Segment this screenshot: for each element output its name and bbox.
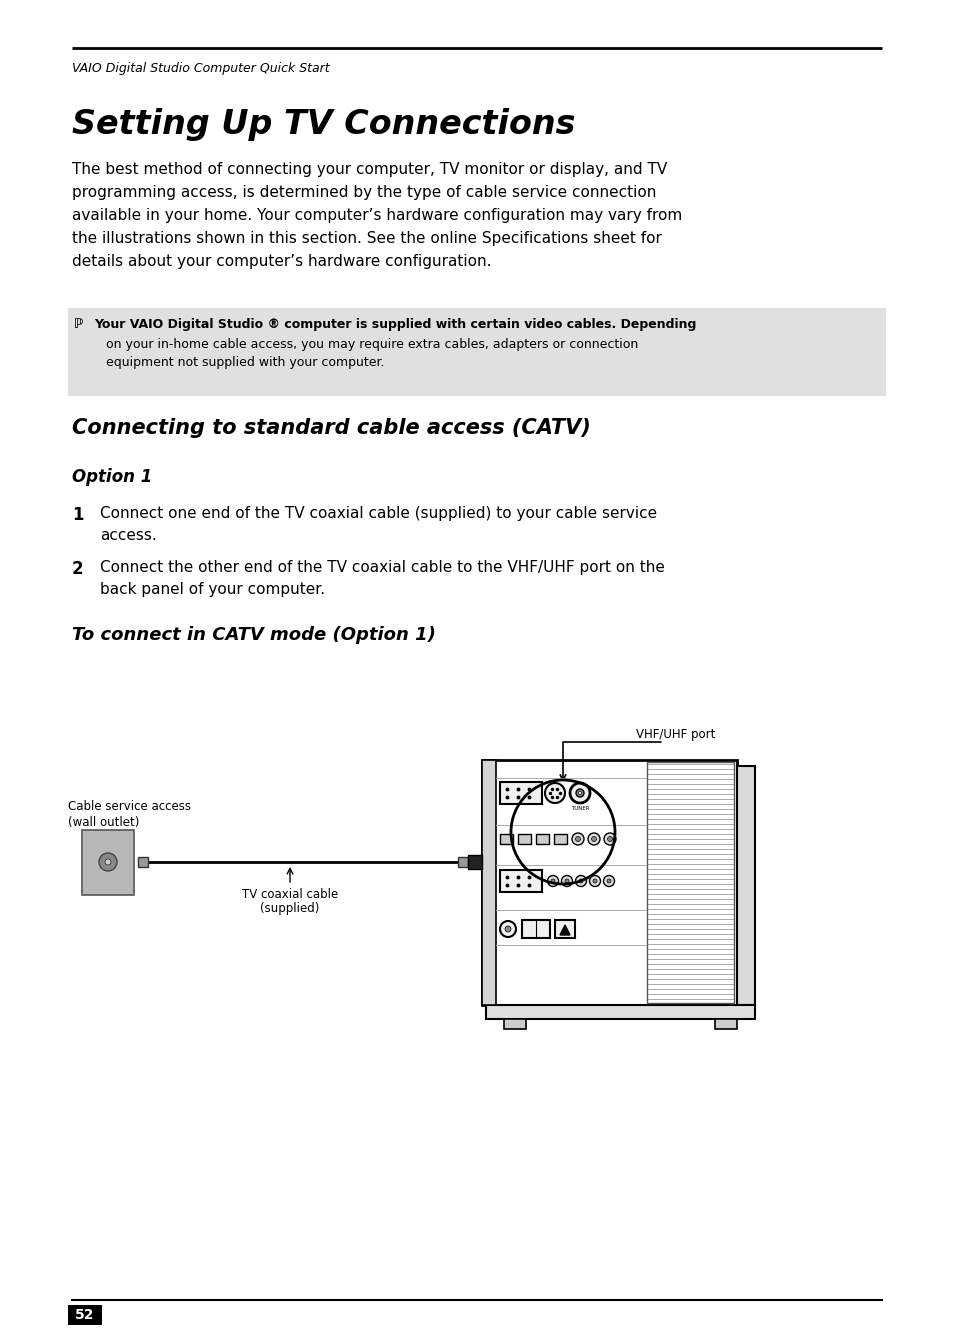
Circle shape — [564, 879, 568, 883]
Text: To connect in CATV mode (Option 1): To connect in CATV mode (Option 1) — [71, 626, 436, 645]
Circle shape — [544, 783, 564, 803]
Circle shape — [607, 836, 612, 842]
Circle shape — [578, 879, 582, 883]
Text: the illustrations shown in this section. See the online Specifications sheet for: the illustrations shown in this section.… — [71, 230, 661, 247]
Circle shape — [591, 836, 596, 842]
Bar — [485, 1005, 754, 1018]
Bar — [481, 760, 496, 1005]
Bar — [499, 783, 541, 804]
Bar — [554, 833, 566, 844]
Bar — [68, 308, 885, 397]
Text: Connecting to standard cable access (CATV): Connecting to standard cable access (CAT… — [71, 418, 590, 438]
Circle shape — [569, 783, 589, 803]
Bar — [646, 762, 733, 1004]
Text: Connect one end of the TV coaxial cable (supplied) to your cable service: Connect one end of the TV coaxial cable … — [100, 507, 657, 521]
Bar — [499, 833, 513, 844]
Text: Cable service access: Cable service access — [68, 800, 191, 813]
Text: VHF/UHF port: VHF/UHF port — [636, 728, 715, 741]
Circle shape — [561, 875, 572, 887]
Text: back panel of your computer.: back panel of your computer. — [100, 582, 325, 598]
Text: details about your computer’s hardware configuration.: details about your computer’s hardware c… — [71, 255, 491, 269]
Bar — [536, 833, 548, 844]
Bar — [521, 921, 550, 938]
Circle shape — [504, 926, 511, 933]
Text: The best method of connecting your computer, TV monitor or display, and TV: The best method of connecting your compu… — [71, 162, 666, 177]
Text: Your VAIO Digital Studio ® computer is supplied with certain video cables. Depen: Your VAIO Digital Studio ® computer is s… — [94, 318, 696, 331]
Text: on your in-home cable access, you may require extra cables, adapters or connecti: on your in-home cable access, you may re… — [106, 338, 638, 351]
Text: 52: 52 — [75, 1308, 94, 1323]
Bar — [499, 870, 541, 892]
Circle shape — [576, 789, 583, 797]
Text: 1: 1 — [71, 507, 84, 524]
Text: equipment not supplied with your computer.: equipment not supplied with your compute… — [106, 356, 384, 368]
Circle shape — [575, 875, 586, 887]
Text: available in your home. Your computer’s hardware configuration may vary from: available in your home. Your computer’s … — [71, 208, 681, 222]
Polygon shape — [559, 925, 569, 935]
Text: Option 1: Option 1 — [71, 468, 152, 486]
Bar — [481, 760, 737, 1005]
Circle shape — [551, 879, 555, 883]
Text: ℙ: ℙ — [74, 318, 83, 331]
Circle shape — [99, 854, 117, 871]
Circle shape — [589, 875, 599, 887]
Text: Setting Up TV Connections: Setting Up TV Connections — [71, 109, 575, 141]
Bar — [68, 1305, 102, 1325]
Bar — [517, 833, 531, 844]
Circle shape — [587, 833, 599, 846]
Circle shape — [575, 836, 579, 842]
Text: TV coaxial cable: TV coaxial cable — [242, 888, 337, 900]
Circle shape — [572, 833, 583, 846]
Bar — [737, 766, 754, 1005]
Circle shape — [603, 833, 616, 846]
Text: TUNER: TUNER — [570, 805, 589, 811]
Circle shape — [547, 875, 558, 887]
Bar — [82, 829, 133, 895]
Text: Connect the other end of the TV coaxial cable to the VHF/UHF port on the: Connect the other end of the TV coaxial … — [100, 560, 664, 575]
Bar — [138, 858, 148, 867]
Text: (wall outlet): (wall outlet) — [68, 816, 139, 829]
Bar — [457, 858, 468, 867]
Bar — [468, 855, 481, 870]
Text: 2: 2 — [71, 560, 84, 578]
Circle shape — [578, 792, 581, 795]
Circle shape — [593, 879, 597, 883]
Circle shape — [603, 875, 614, 887]
Text: (supplied): (supplied) — [260, 902, 319, 915]
Text: access.: access. — [100, 528, 156, 543]
Circle shape — [105, 859, 111, 866]
Bar — [555, 921, 575, 938]
Text: programming access, is determined by the type of cable service connection: programming access, is determined by the… — [71, 185, 656, 200]
Circle shape — [606, 879, 610, 883]
Circle shape — [499, 921, 516, 937]
Bar — [503, 1018, 525, 1029]
Text: VAIO Digital Studio Computer Quick Start: VAIO Digital Studio Computer Quick Start — [71, 62, 330, 75]
Bar — [714, 1018, 737, 1029]
